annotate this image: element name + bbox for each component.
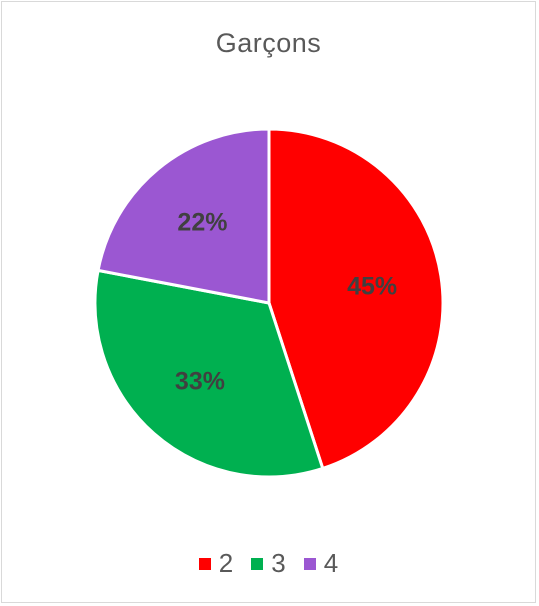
data-label-2: 45% xyxy=(347,273,397,301)
chart-legend: 2 3 4 xyxy=(0,548,537,579)
data-label-3: 33% xyxy=(175,367,225,395)
legend-label-3: 3 xyxy=(271,548,286,578)
legend-label-4: 4 xyxy=(323,548,339,578)
legend-item-3: 3 xyxy=(251,548,286,579)
pie-slice-2 xyxy=(267,127,445,471)
legend-label-2: 2 xyxy=(218,548,234,578)
legend-swatch-3 xyxy=(251,557,264,570)
pie-data-labels: 45% 33% 22% xyxy=(175,209,397,396)
legend-swatch-2 xyxy=(198,557,211,570)
legend-item-2: 2 xyxy=(198,548,234,579)
data-label-4: 22% xyxy=(177,209,227,237)
pie-slice-4 xyxy=(96,127,271,305)
pie-slice-3 xyxy=(93,268,325,479)
pie-slices xyxy=(93,127,445,479)
legend-swatch-4 xyxy=(303,557,316,570)
legend-item-4: 4 xyxy=(303,548,339,579)
chart-title: Garçons xyxy=(215,28,322,58)
